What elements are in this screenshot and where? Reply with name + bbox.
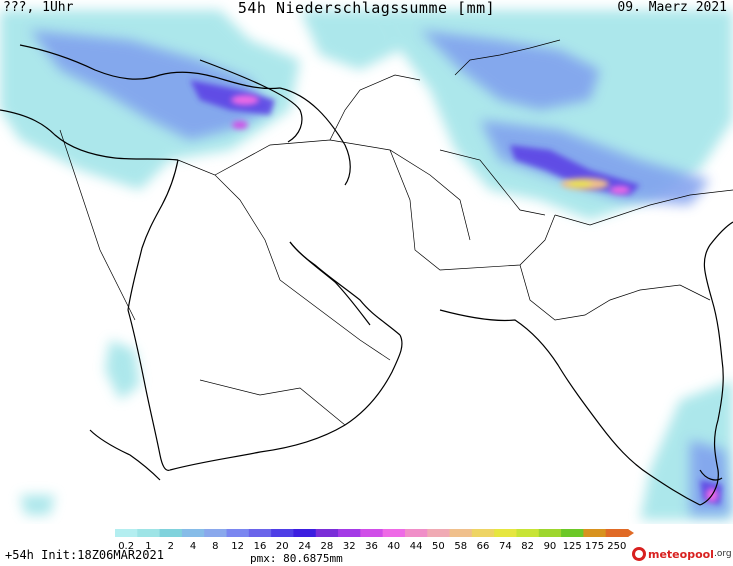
legend-swatch [181, 529, 205, 537]
legend-swatch [494, 529, 517, 537]
legend-tick-label: 20 [276, 541, 289, 552]
legend-swatch [516, 529, 540, 537]
legend-swatch [360, 529, 384, 537]
legend-swatch [449, 529, 473, 537]
legend-colorbar: 0.2 1 2 4 8 12 16 20 24 28 32 36 40 44 50 58 66 74 82 90 125… [115, 529, 634, 552]
legend-tick-label: 74 [499, 541, 512, 552]
legend-tick-label: 66 [477, 541, 490, 552]
coastlines [0, 44, 733, 506]
legend-tick-label: 24 [298, 541, 311, 552]
legend-swatch [204, 529, 228, 537]
legend-swatch [538, 529, 562, 537]
legend-swatch [404, 529, 428, 537]
legend-tick-label: 44 [410, 541, 423, 552]
legend-tick-label: 8 [212, 541, 218, 552]
legend-swatch [315, 529, 339, 537]
legend-swatch [226, 529, 250, 537]
valid-date: 09. Maerz 2021 [617, 0, 727, 15]
legend-tick-label: 4 [190, 541, 196, 552]
legend-swatch [605, 529, 629, 537]
legend-tick-label: 32 [343, 541, 356, 552]
legend-swatch [382, 529, 406, 537]
legend-swatch [271, 529, 294, 537]
legend-tick-label: 40 [387, 541, 400, 552]
precip-field-blue [30, 30, 730, 515]
legend-swatch [583, 529, 607, 537]
legend-swatch [159, 529, 183, 537]
legend-overflow-arrow [628, 529, 634, 537]
legend-tick-label: 1 [145, 541, 151, 552]
legend-tick-label: 50 [432, 541, 445, 552]
legend-tick-label: 36 [365, 541, 378, 552]
legend-tick-label: 58 [454, 541, 467, 552]
legend-tick-label: 28 [321, 541, 334, 552]
legend-swatch [248, 529, 272, 537]
legend-tick-label: 125 [563, 541, 582, 552]
brand-tld: .org [713, 549, 732, 559]
legend-tick-label: 0.2 [118, 541, 134, 552]
legend-tick-label: 250 [607, 541, 626, 552]
legend-swatch [338, 529, 361, 537]
meteopool-logo-icon [632, 547, 646, 561]
color-legend: 0.2 1 2 4 8 12 16 20 24 28 32 36 40 44 50 58 66 74 82 90 125… [0, 524, 733, 566]
legend-tick-label: 175 [585, 541, 604, 552]
legend-tick-label: 12 [231, 541, 244, 552]
legend-swatch [427, 529, 451, 537]
run-info: +54h Init:18Z06MAR2021 [5, 548, 164, 562]
legend-tick-label: 2 [168, 541, 174, 552]
legend-swatch [561, 529, 584, 537]
legend-tick-label: 16 [254, 541, 267, 552]
precipitation-map [0, 10, 733, 520]
legend-swatch [471, 529, 495, 537]
country-borders [59, 39, 733, 426]
meteopool-brand[interactable]: meteopool .org [632, 545, 732, 563]
legend-tick-label: 90 [544, 541, 557, 552]
legend-swatch [137, 529, 161, 537]
max-precip-label: pmx: 80.6875mm [250, 552, 343, 565]
legend-swatch [293, 529, 317, 537]
legend-swatch [115, 529, 138, 537]
map-title: 54h Niederschlagssumme [mm] [237, 0, 496, 17]
init-label: ???, 1Uhr [3, 0, 74, 15]
brand-name: meteopool [648, 547, 714, 561]
legend-tick-label: 82 [521, 541, 534, 552]
